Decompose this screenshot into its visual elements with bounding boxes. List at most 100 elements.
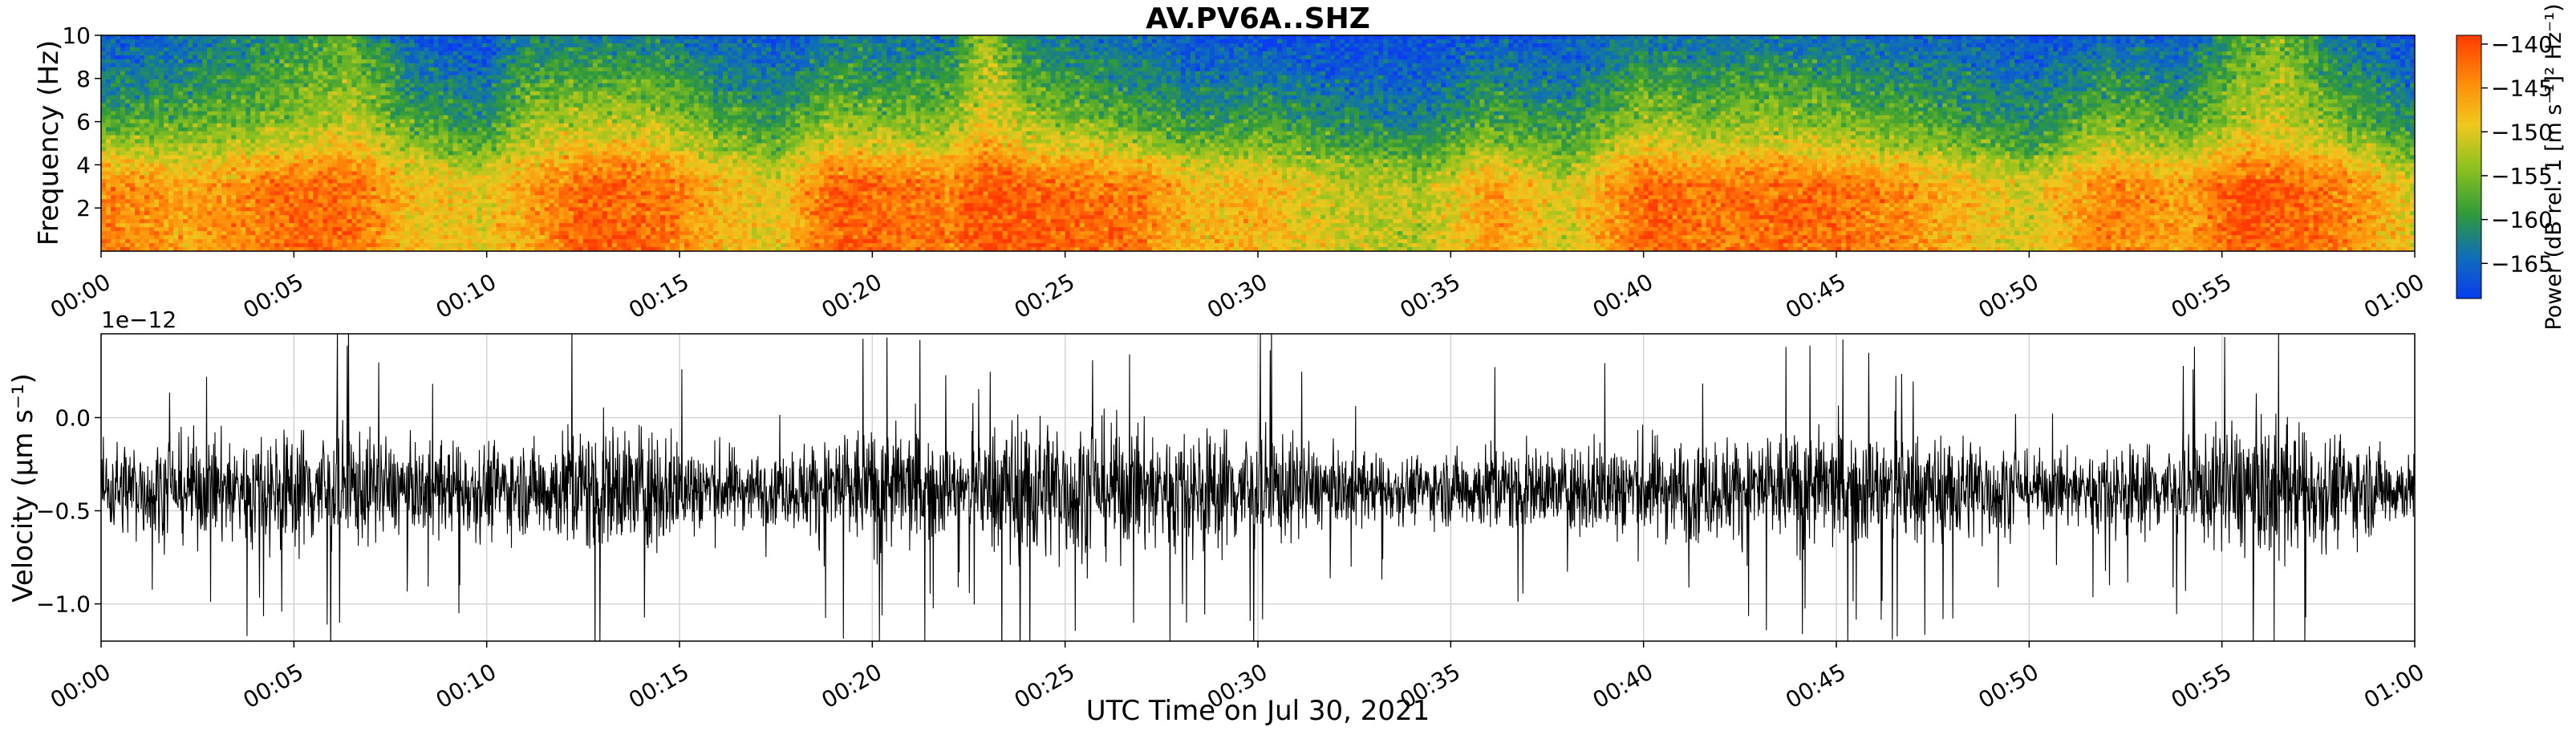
spectrogram-cell <box>168 159 174 164</box>
spectrogram-cell <box>140 75 145 80</box>
spectrogram-cell <box>323 247 328 251</box>
spectrogram-cell <box>279 223 285 228</box>
spectrogram-cell <box>241 79 246 84</box>
spectrogram-cell <box>255 211 261 216</box>
spectrogram-cell <box>231 71 237 76</box>
spectrogram-cell <box>298 135 304 140</box>
spectrogram-cell <box>236 111 241 116</box>
spectrogram-cell <box>361 67 367 72</box>
spectrogram-cell <box>375 227 382 232</box>
spectrogram-cell <box>351 195 358 200</box>
spectrogram-cell <box>520 71 526 76</box>
spectrogram-cell <box>221 159 227 164</box>
spectrogram-cell <box>443 39 449 44</box>
spectrogram-cell <box>419 131 425 136</box>
spectrogram-cell <box>404 71 411 76</box>
spectrogram-cell <box>202 43 208 48</box>
spectrogram-cell <box>428 199 435 204</box>
spectrogram-cell <box>375 235 382 240</box>
spectrogram-cell <box>414 123 420 128</box>
spectrogram-cell <box>390 235 396 240</box>
spectrogram-cell <box>202 79 208 84</box>
spectrogram-cell <box>149 247 155 251</box>
spectrogram-cell <box>188 127 193 132</box>
spectrogram-cell <box>486 103 493 108</box>
spectrogram-cell <box>183 163 189 168</box>
spectrogram-cell <box>433 51 440 56</box>
spectrogram-cell <box>505 115 512 120</box>
spectrogram-cell <box>520 163 526 168</box>
spectrogram-cell <box>202 51 208 56</box>
spectrogram-cell <box>217 175 222 180</box>
spectrogram-cell <box>510 235 517 240</box>
spectrogram-cell <box>457 47 464 52</box>
spectrogram-cell <box>467 159 473 164</box>
spectrogram-cell <box>419 191 425 196</box>
spectrogram-cell <box>284 103 290 108</box>
spectrogram-cell <box>168 59 174 64</box>
spectrogram-cell <box>265 47 270 52</box>
spectrogram-cell <box>217 39 222 44</box>
spectrogram-cell <box>260 67 266 72</box>
spectrogram-cell <box>140 231 145 236</box>
spectrogram-cell <box>438 127 444 132</box>
spectrogram-cell <box>438 55 444 60</box>
spectrogram-cell <box>342 91 348 96</box>
spectrogram-cell <box>342 43 348 48</box>
spectrogram-cell <box>438 247 444 251</box>
spectrogram-cell <box>486 123 493 128</box>
spectrogram-cell <box>385 119 391 124</box>
spectrogram-cell <box>347 39 353 44</box>
spectrogram-cell <box>520 39 526 44</box>
spectrogram-cell <box>404 35 411 40</box>
spectrogram-cell <box>390 223 396 228</box>
spectrogram-cell <box>501 243 507 248</box>
spectrogram-cell <box>164 131 169 136</box>
spectrogram-cell <box>433 87 440 92</box>
spectrogram-cell <box>106 187 112 192</box>
spectrogram-cell <box>313 143 318 148</box>
spectrogram-cell <box>255 87 261 92</box>
spectrogram-cell <box>183 123 189 128</box>
spectrogram-cell <box>116 99 121 104</box>
spectrogram-cell <box>318 87 323 92</box>
spectrogram-cell <box>125 195 131 200</box>
spectrogram-cell <box>265 43 270 48</box>
spectrogram-cell <box>414 187 420 192</box>
spectrogram-cell <box>327 75 333 80</box>
spectrogram-cell <box>452 171 459 176</box>
spectrogram-cell <box>486 135 493 140</box>
spectrogram-cell <box>279 159 285 164</box>
spectrogram-cell <box>486 151 493 156</box>
spectrogram-cell <box>505 207 512 212</box>
spectrogram-cell <box>289 115 294 120</box>
spectrogram-cell <box>260 59 266 64</box>
spectrogram-cell <box>202 107 208 112</box>
spectrogram-cell <box>168 167 174 172</box>
spectrogram-cell <box>395 239 401 244</box>
spectrogram-cell <box>510 191 517 196</box>
spectrogram-cell <box>221 247 227 251</box>
spectrogram-cell <box>183 71 189 76</box>
spectrogram-cell <box>274 111 280 116</box>
spectrogram-cell <box>197 139 203 144</box>
spectrogram-cell <box>375 191 382 196</box>
spectrogram-cell <box>308 63 314 68</box>
spectrogram-cell <box>284 171 290 176</box>
spectrogram-cell <box>467 131 473 136</box>
spectrogram-cell <box>217 243 222 248</box>
spectrogram-cell <box>375 107 382 112</box>
spectrogram-cell <box>452 159 459 164</box>
spectrogram-cell <box>260 99 266 104</box>
spectrogram-cell <box>515 247 521 251</box>
spectrogram-cell <box>241 239 246 244</box>
spectrogram-cell <box>255 67 261 72</box>
spectrogram-cell <box>491 103 497 108</box>
spectrogram-cell <box>361 143 367 148</box>
spectrogram-cell <box>433 83 440 88</box>
spectrogram-cell <box>294 107 299 112</box>
spectrogram-cell <box>424 107 430 112</box>
spectrogram-cell <box>515 171 521 176</box>
spectrogram-cell <box>428 227 435 232</box>
spectrogram-cell <box>385 115 391 120</box>
